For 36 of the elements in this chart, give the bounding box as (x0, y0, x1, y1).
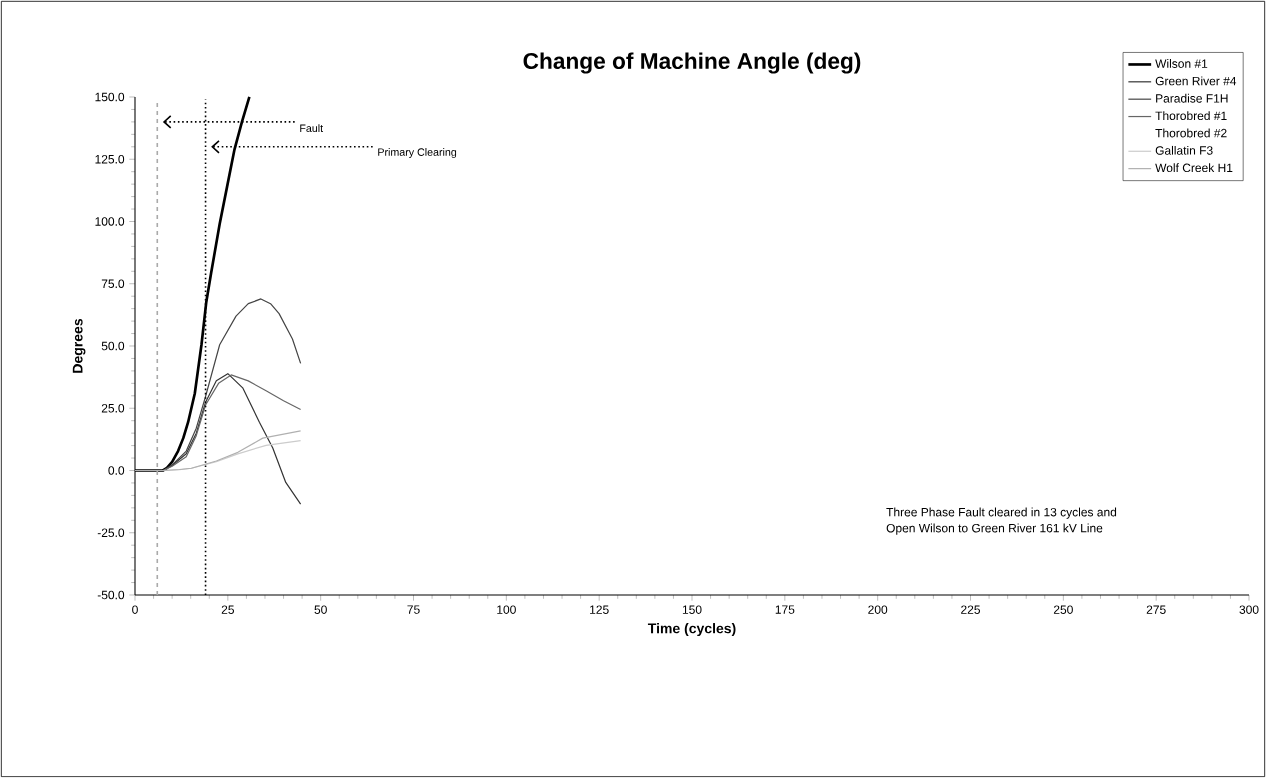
legend-label: Gallatin F3 (1155, 145, 1213, 155)
text: Thorobred #2 (1155, 128, 1227, 138)
x-tick-label: 175 (775, 605, 795, 614)
y-tick-label: -50.0 (97, 590, 125, 600)
y-tick-label: 125.0 (95, 154, 125, 164)
x-tick-label: 75 (407, 605, 420, 614)
x-tick-label: 250 (1053, 605, 1073, 614)
annotation: Three Phase Fault cleared in 13 cycles and (886, 507, 1117, 519)
x-tick-label: 25 (221, 605, 234, 614)
x-tick-label: 150 (682, 605, 702, 614)
x-tick-label: 225 (961, 605, 981, 614)
x-tick-label: 0 (132, 605, 138, 614)
legend-label: Thorobred #1 (1155, 111, 1227, 121)
y-tick-label: 50.0 (101, 341, 125, 351)
y-tick-label: 150.0 (95, 92, 125, 102)
legend-label: Wilson #1 (1155, 59, 1208, 68)
legend-label: Green River #4 (1155, 76, 1237, 86)
x-axis-title: Time (cycles) (647, 623, 736, 637)
legend-label: Wolf Creek H1 (1155, 163, 1233, 173)
legend-label: Paradise F1H (1156, 93, 1228, 103)
x-tick-label: 125 (590, 605, 609, 614)
y-tick-label: -25.0 (97, 528, 125, 537)
y-tick-label: 25.0 (101, 403, 125, 413)
x-tick-label: 100 (497, 605, 516, 614)
y-axis-title: Degrees (72, 318, 86, 373)
annotation: Open Wilson to Green River 161 kV Line (886, 523, 1103, 535)
chart-title: Change of Machine Angle (deg) (523, 52, 861, 74)
x-tick-label: 275 (1146, 605, 1166, 614)
ref-line-label: Primary Clearing (378, 148, 457, 158)
y-tick-label: 75.0 (101, 279, 125, 288)
ref-line-label: Fault (300, 124, 324, 133)
x-tick-label: 50 (314, 605, 327, 614)
y-tick-label: 100.0 (95, 217, 125, 226)
x-tick-label: 300 (1239, 605, 1259, 614)
x-tick-label: 200 (868, 605, 888, 614)
y-tick-label: 0.0 (108, 466, 125, 475)
